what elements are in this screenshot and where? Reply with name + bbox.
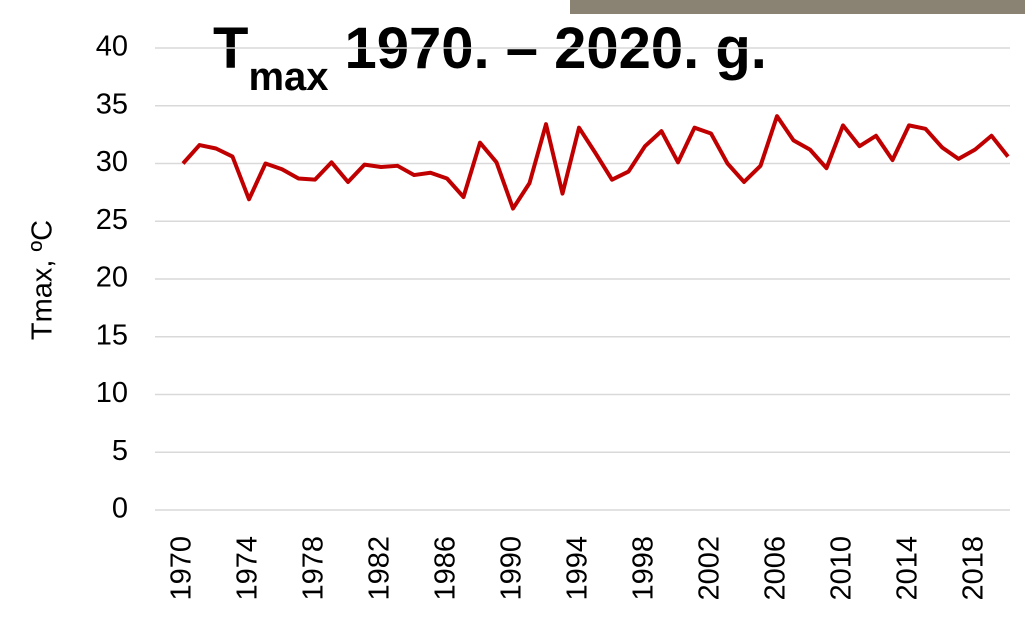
x-tick-label: 1970 [166, 536, 198, 601]
x-tick-label: 1998 [628, 536, 660, 601]
x-tick-label: 1990 [496, 536, 528, 601]
x-tick-label: 2018 [958, 536, 990, 601]
y-tick-label: 0 [112, 493, 128, 525]
background-photo [570, 0, 1025, 14]
y-tick-label: 20 [96, 262, 128, 294]
y-tick-label: 10 [96, 377, 128, 409]
title-subscript: max [248, 55, 328, 99]
y-tick-label: 5 [112, 435, 128, 467]
x-tick-label: 1978 [298, 536, 330, 601]
y-tick-label: 25 [96, 204, 128, 236]
x-tick-label: 1986 [430, 536, 462, 601]
x-tick-label: 2002 [694, 536, 726, 601]
y-tick-label: 35 [96, 88, 128, 120]
x-tick-label: 1982 [364, 536, 396, 601]
x-tick-label: 1974 [232, 536, 264, 601]
y-tick-label: 40 [96, 31, 128, 63]
x-tick-label: 2010 [826, 536, 858, 601]
x-tick-label: 2014 [892, 536, 924, 601]
chart: Tmax1970. – 2020. g. Tmax, ºC 0 5 10 15 20 25… [0, 0, 1025, 635]
y-tick-label: 30 [96, 146, 128, 178]
y-axis-label: Tmax, ºC [27, 220, 59, 340]
y-tick-label: 15 [96, 319, 128, 351]
line-series [183, 116, 1008, 208]
x-tick-label: 2006 [760, 536, 792, 601]
x-tick-label: 1994 [562, 536, 594, 601]
